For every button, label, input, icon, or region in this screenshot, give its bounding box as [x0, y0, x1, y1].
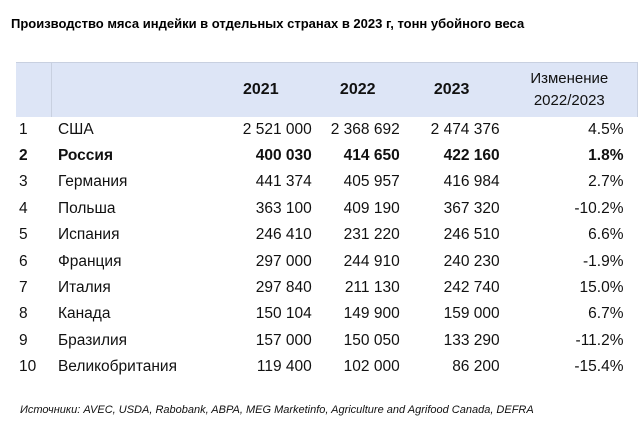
country-cell: Италия: [57, 279, 111, 297]
table-row: 6 Франция 297 000 244 910 240 230 -1.9%: [16, 248, 638, 274]
country-cell: Канада: [57, 305, 111, 323]
value-2022-cell: 102 000: [343, 358, 400, 376]
value-2022-cell: 409 190: [343, 199, 400, 217]
rank-cell: 3: [19, 173, 28, 191]
value-2021-cell: 363 100: [255, 199, 312, 217]
rank-cell: 1: [19, 120, 28, 138]
value-2023-cell: 416 984: [443, 173, 500, 191]
country-cell: Великобритания: [57, 358, 177, 376]
change-cell: 15.0%: [579, 279, 624, 297]
rank-cell: 7: [19, 279, 28, 297]
value-2023-cell: 422 160: [443, 147, 500, 165]
rank-cell: 9: [19, 331, 28, 349]
country-cell: Испания: [57, 226, 120, 244]
production-table: 2021 2022 2023 Изменение 2022/2023 1 США 2…: [16, 62, 638, 380]
page-title: Производство мяса индейки в отдельных ст…: [11, 16, 525, 31]
header-2023: 2023: [401, 62, 502, 117]
value-2022-cell: 149 900: [343, 305, 400, 323]
country-cell: США: [57, 120, 94, 138]
header-change-line2: 2022/2023: [533, 91, 605, 109]
value-2023-cell: 159 000: [443, 305, 500, 323]
table-row: 9 Бразилия 157 000 150 050 133 290 -11.2%: [16, 328, 638, 354]
value-2021-cell: 246 410: [255, 226, 312, 244]
header-change: Изменение 2022/2023: [501, 62, 638, 117]
table-row: 3 Германия 441 374 405 957 416 984 2.7%: [16, 169, 638, 195]
table-row: 1 США 2 521 000 2 368 692 2 474 376 4.5%: [16, 117, 638, 143]
value-2021-cell: 150 104: [255, 305, 312, 323]
value-2021-cell: 157 000: [255, 331, 312, 349]
table-row: 10 Великобритания 119 400 102 000 86 200 -15.…: [16, 354, 638, 380]
value-2022-cell: 150 050: [343, 331, 400, 349]
rank-cell: 10: [19, 358, 37, 376]
country-cell: Бразилия: [57, 331, 128, 349]
value-2022-cell: 2 368 692: [330, 120, 400, 138]
table-row: 2 Россия 400 030 414 650 422 160 1.8%: [16, 143, 638, 169]
header-country: [51, 62, 208, 117]
change-cell: -1.9%: [583, 252, 624, 270]
value-2022-cell: 405 957: [343, 173, 400, 191]
value-2023-cell: 240 230: [443, 252, 500, 270]
country-cell: Польша: [57, 199, 116, 217]
value-2023-cell: 133 290: [443, 331, 500, 349]
table-body: 1 США 2 521 000 2 368 692 2 474 376 4.5% 2 Росс…: [16, 117, 638, 381]
value-2023-cell: 86 200: [452, 358, 500, 376]
change-cell: -15.4%: [574, 358, 624, 376]
value-2021-cell: 297 000: [255, 252, 312, 270]
change-cell: -11.2%: [575, 331, 624, 349]
value-2021-cell: 297 840: [255, 279, 312, 297]
value-2023-cell: 367 320: [443, 199, 500, 217]
rank-cell: 2: [19, 147, 28, 165]
value-2022-cell: 211 130: [344, 279, 400, 297]
value-2023-cell: 2 474 376: [430, 120, 500, 138]
country-cell: Германия: [57, 173, 128, 191]
rank-cell: 4: [19, 199, 28, 217]
rank-cell: 8: [19, 305, 28, 323]
country-cell: Франция: [57, 252, 122, 270]
header-change-line1: Изменение: [530, 69, 609, 87]
table-row: 7 Италия 297 840 211 130 242 740 15.0%: [16, 275, 638, 301]
table-row: 5 Испания 246 410 231 220 246 510 6.6%: [16, 222, 638, 248]
change-cell: 1.8%: [588, 147, 624, 165]
rank-cell: 6: [19, 252, 28, 270]
rank-cell: 5: [19, 226, 28, 244]
value-2022-cell: 414 650: [343, 147, 400, 165]
value-2021-cell: 119 400: [256, 358, 312, 376]
country-cell: Россия: [57, 147, 113, 165]
change-cell: 2.7%: [588, 173, 624, 191]
change-cell: 4.5%: [588, 120, 624, 138]
table-row: 4 Польша 363 100 409 190 367 320 -10.2%: [16, 196, 638, 222]
value-2022-cell: 244 910: [343, 252, 400, 270]
value-2021-cell: 2 521 000: [242, 120, 312, 138]
table-header-row: 2021 2022 2023 Изменение 2022/2023: [16, 62, 638, 117]
value-2021-cell: 441 374: [255, 173, 312, 191]
change-cell: 6.6%: [588, 226, 624, 244]
value-2022-cell: 231 220: [343, 226, 400, 244]
source-note: Источники: AVEC, USDA, Rabobank, ABPA, M…: [20, 404, 534, 416]
header-rank: [16, 62, 53, 117]
change-cell: -10.2%: [574, 199, 624, 217]
table-row: 8 Канада 150 104 149 900 159 000 6.7%: [16, 301, 638, 327]
header-2022: 2022: [313, 62, 402, 117]
value-2023-cell: 242 740: [443, 279, 500, 297]
value-2021-cell: 400 030: [255, 147, 312, 165]
value-2023-cell: 246 510: [443, 226, 500, 244]
header-2021: 2021: [207, 62, 314, 117]
change-cell: 6.7%: [588, 305, 624, 323]
